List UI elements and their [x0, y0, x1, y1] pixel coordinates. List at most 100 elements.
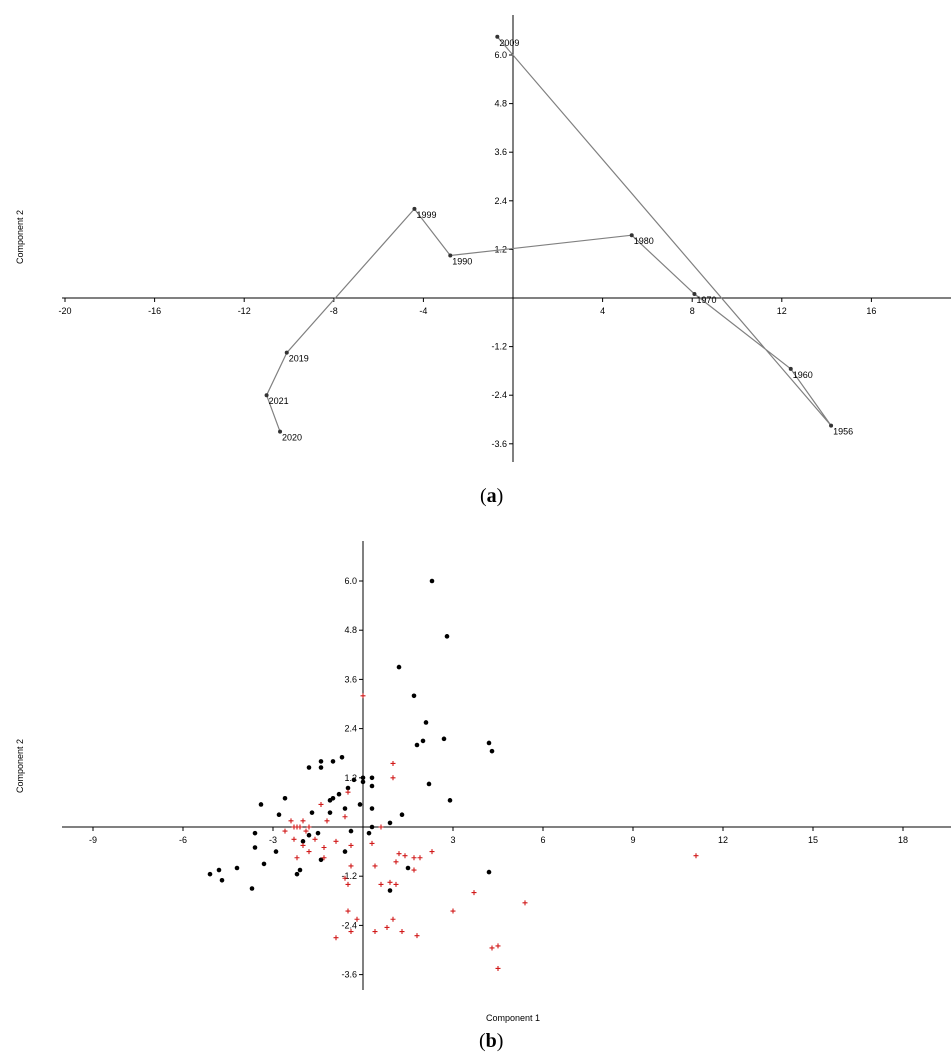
scatter-point: [294, 824, 300, 830]
point-label: 1960: [793, 370, 813, 380]
scatter-point: [291, 824, 297, 830]
scatter-point: [321, 845, 327, 850]
scatter-point: [369, 783, 375, 789]
x-tick-label: -6: [179, 835, 187, 845]
scatter-point: [300, 842, 306, 848]
scatter-point: [426, 781, 432, 787]
scatter-point: [345, 908, 351, 914]
scatter-point: [396, 664, 402, 670]
scatter-point: [333, 935, 339, 941]
point-label: 1990: [452, 256, 472, 266]
scatter-point: [276, 812, 282, 817]
scatter-point: [318, 765, 324, 770]
scatter-point: [273, 849, 279, 854]
scatter-point: [315, 830, 321, 836]
scatter-point: [390, 775, 396, 781]
x-axis-title: Component 1: [486, 1013, 540, 1023]
scatter-point: [372, 929, 378, 935]
x-tick-label: 15: [808, 835, 818, 845]
data-point: [788, 366, 793, 371]
scatter-point: [420, 738, 426, 744]
scatter-point: [693, 853, 699, 859]
point-label: 1999: [416, 210, 436, 220]
scatter-point: [471, 890, 477, 896]
scatter-point: [318, 759, 324, 764]
y-tick-label: -1.2: [341, 871, 357, 881]
data-point: [278, 429, 283, 434]
scatter-point: [360, 779, 366, 785]
scatter-point: [495, 965, 501, 971]
scatter-point: [291, 836, 297, 842]
data-point: [495, 34, 500, 39]
scatter-point: [486, 740, 492, 746]
data-point: [629, 233, 634, 238]
scatter-point: [384, 924, 390, 930]
scatter-point: [342, 849, 348, 854]
scatter-point: [396, 851, 402, 857]
x-tick-label: 4: [600, 306, 605, 316]
scatter-point: [489, 945, 495, 951]
scatter-point: [423, 720, 429, 725]
series-line: [265, 36, 832, 432]
point-label: 1970: [696, 295, 716, 305]
x-tick-label: 12: [718, 835, 728, 845]
scatter-point: [333, 838, 339, 844]
point-label: 2020: [282, 433, 302, 443]
point-label: 1980: [634, 236, 654, 246]
y-tick-label: 2.4: [494, 196, 507, 206]
data-point: [829, 423, 834, 428]
scatter-point: [294, 871, 300, 877]
scatter-point: [303, 828, 309, 834]
x-tick-label: -20: [58, 306, 71, 316]
scatter-point: [306, 824, 312, 830]
data-point: [692, 291, 697, 296]
scatter-point: [486, 869, 492, 875]
y-tick-label: 4.8: [494, 99, 507, 109]
point-label: 1956: [833, 427, 853, 437]
scatter-point: [306, 849, 312, 855]
scatter-point: [348, 828, 354, 834]
scatter-point: [387, 879, 393, 885]
x-tick-label: 9: [630, 835, 635, 845]
scatter-point: [354, 916, 360, 922]
scatter-point: [348, 842, 354, 848]
scatter-point: [411, 867, 417, 873]
scatter-point: [318, 801, 324, 807]
scatter-point: [450, 908, 456, 914]
scatter-point: [387, 888, 393, 893]
data-point: [284, 350, 289, 355]
scatter-point: [402, 853, 408, 859]
y-axis-title: Component 2: [15, 210, 25, 264]
scatter-point: [297, 824, 303, 830]
scatter-point: [378, 824, 384, 830]
x-tick-label: 3: [450, 835, 455, 845]
scatter-point: [357, 802, 363, 807]
scatter-point: [219, 878, 225, 883]
y-tick-label: 2.4: [344, 724, 357, 734]
chart-a-component-plot: -20 -16 -12 -8 -4 4 8 12 16-3.6-2.4-1.21.22.43.6…: [15, 15, 951, 462]
panel-label-a: (a): [480, 485, 504, 507]
scatter-point: [234, 865, 240, 871]
scatter-point: [348, 863, 354, 869]
scatter-point: [522, 900, 528, 906]
scatter-point: [339, 755, 345, 760]
scatter-point: [441, 736, 447, 742]
scatter-point: [336, 791, 342, 797]
scatter-point: [369, 806, 375, 811]
scatter-point: [414, 742, 420, 748]
x-tick-label: 8: [690, 306, 695, 316]
y-tick-label: 4.8: [344, 625, 357, 635]
scatter-point: [306, 832, 312, 838]
panel-label-b: (b): [479, 1030, 504, 1052]
data-point: [448, 253, 453, 258]
scatter-point: [372, 863, 378, 869]
scatter-point: [342, 875, 348, 881]
x-tick-label: 18: [898, 835, 908, 845]
y-tick-label: 3.6: [344, 674, 357, 684]
point-label: 2009: [499, 38, 519, 48]
scatter-point: [327, 810, 333, 815]
scatter-point: [282, 796, 288, 801]
scatter-point: [369, 840, 375, 846]
scatter-point: [300, 818, 306, 824]
scatter-point: [399, 929, 405, 935]
